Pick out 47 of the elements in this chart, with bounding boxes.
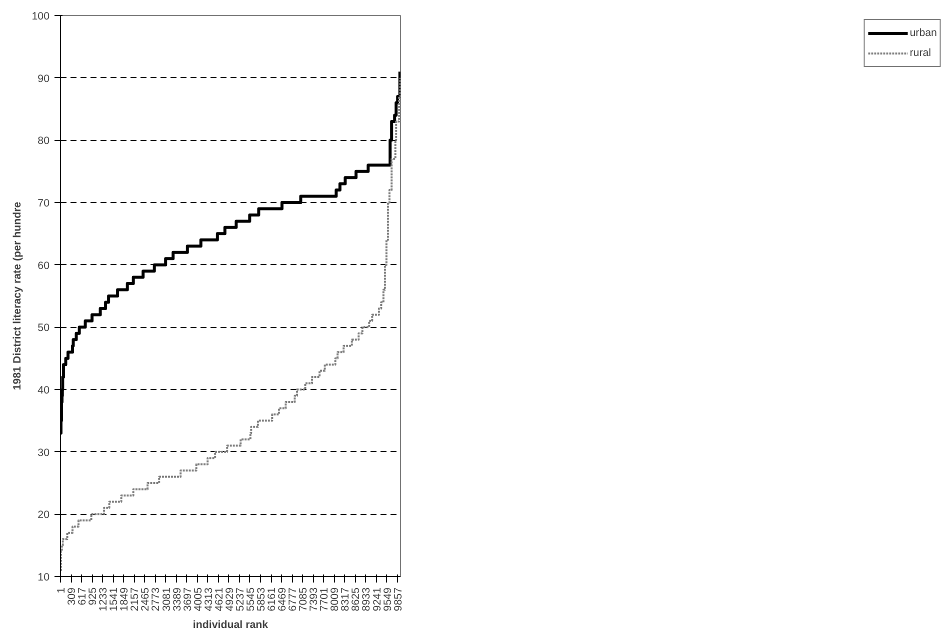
- x-tick-label: 5237: [234, 587, 246, 612]
- y-tick-label: 20: [38, 509, 50, 522]
- x-tick-label: 5853: [255, 587, 268, 612]
- y-tick-label: 40: [38, 384, 50, 396]
- x-tick-label: 1: [56, 587, 68, 594]
- x-tick-label: 2157: [129, 587, 142, 612]
- x-tick-label: 3081: [160, 587, 173, 612]
- y-tick-label: 50: [38, 322, 50, 334]
- x-tick-label: 9549: [382, 587, 394, 612]
- x-tick-label: 5545: [244, 587, 257, 612]
- x-tick-label: 8625: [350, 587, 362, 612]
- x-tick-label: 2465: [140, 587, 152, 612]
- x-axis-title: individual rank: [192, 619, 268, 632]
- x-tick-label: 8317: [340, 587, 352, 612]
- y-tick-label: 70: [38, 198, 50, 210]
- x-tick-label: 8933: [360, 587, 373, 612]
- x-tick-label: 7085: [298, 587, 310, 612]
- x-tick-label: 925: [87, 587, 100, 606]
- x-tick-label: 8009: [329, 587, 342, 612]
- x-tick-label: 617: [76, 587, 89, 606]
- x-tick-label: 4313: [202, 587, 215, 612]
- x-tick-label: 6469: [276, 587, 289, 612]
- legend-label: rural: [910, 47, 932, 59]
- x-tick-label: 1233: [98, 587, 110, 612]
- y-tick-label: 10: [38, 572, 50, 584]
- x-tick-label: 3697: [182, 587, 194, 612]
- x-tick-label: 7701: [318, 587, 331, 612]
- legend-label: urban: [910, 27, 937, 39]
- x-tick-label: 9857: [392, 587, 404, 612]
- y-axis-title: 1981 District literacy rate (per hundre: [12, 202, 24, 390]
- x-tick-label: 1849: [118, 587, 131, 612]
- x-tick-label: 4005: [192, 587, 204, 612]
- x-tick-label: 309: [66, 587, 78, 606]
- x-tick-label: 1541: [108, 587, 120, 612]
- y-tick-label: 80: [38, 135, 50, 148]
- x-tick-label: 3389: [171, 587, 184, 612]
- x-tick-label: 6777: [287, 587, 300, 612]
- y-tick-label: 90: [38, 72, 50, 85]
- y-tick-label: 100: [32, 10, 50, 22]
- x-tick-label: 4621: [213, 587, 226, 612]
- x-tick-label: 4929: [224, 587, 236, 612]
- x-tick-label: 7393: [308, 587, 320, 612]
- x-tick-label: 9241: [371, 587, 384, 612]
- x-tick-label: 2773: [150, 587, 162, 612]
- y-tick-label: 60: [38, 260, 50, 272]
- y-tick-label: 30: [38, 446, 50, 459]
- x-tick-label: 6161: [266, 587, 278, 612]
